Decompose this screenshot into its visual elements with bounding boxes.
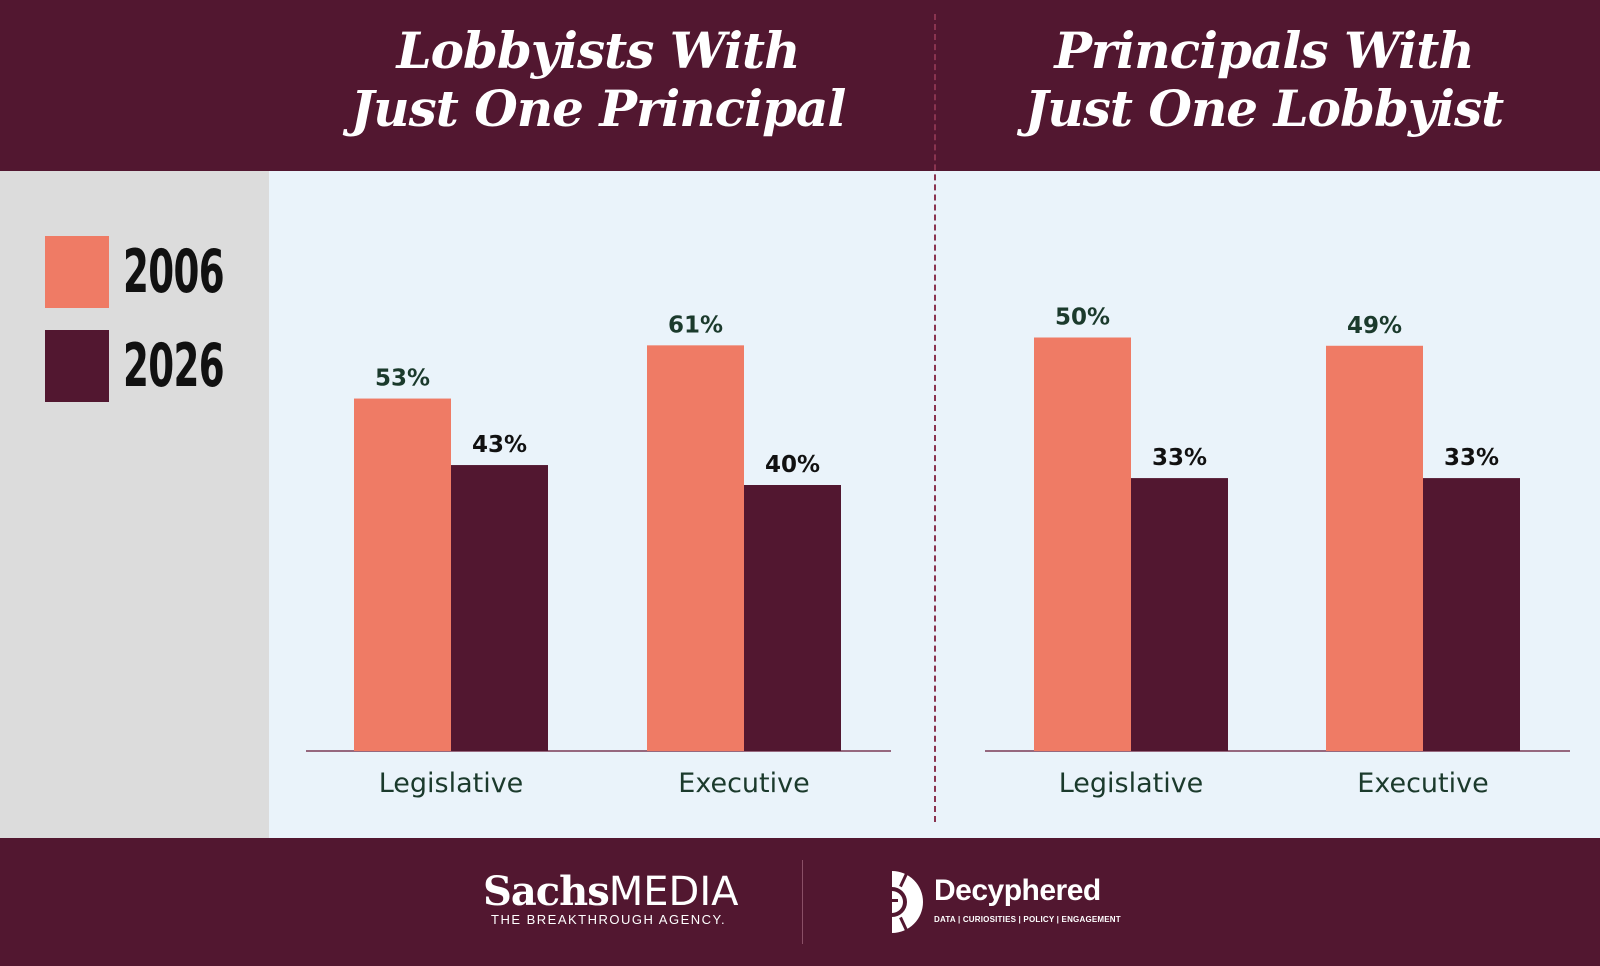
- legend-swatch-2026: [45, 330, 109, 402]
- panel-divider: [934, 14, 936, 822]
- chart-title-line: Just One Principal: [350, 79, 847, 138]
- legend: 2006 2026: [0, 171, 269, 838]
- data-label: 43%: [472, 432, 527, 458]
- data-label: 61%: [668, 312, 723, 338]
- data-label: 53%: [375, 366, 430, 392]
- chart-title-line: Just One Lobbyist: [1024, 79, 1505, 138]
- data-label: 33%: [1444, 445, 1499, 471]
- bar-2006-executive: [647, 345, 744, 751]
- bar-2026-legislative: [1131, 478, 1228, 751]
- decyphered-tagline: DATA | CURIOSITIES | POLICY | ENGAGEMENT: [934, 915, 1121, 924]
- legend-label: 2006: [123, 237, 225, 307]
- data-label: 49%: [1347, 313, 1402, 339]
- bar-2006-legislative: [354, 398, 451, 751]
- bar-2026-executive: [744, 485, 841, 751]
- legend-swatch-2006: [45, 236, 109, 308]
- bar-2026-executive: [1423, 478, 1520, 751]
- data-label: 40%: [765, 452, 820, 478]
- bar-2006-legislative: [1034, 337, 1131, 751]
- header-banner: Lobbyists With Just One Principal Princi…: [0, 0, 1600, 171]
- decyphered-logo-icon: [888, 871, 923, 933]
- sachs-media-wordmark: SachsMEDIA: [483, 868, 739, 915]
- category-label: Legislative: [379, 768, 524, 799]
- bar-2006-executive: [1326, 345, 1423, 751]
- chart-title-line: Principals With: [1054, 21, 1474, 80]
- sachs-name-bold: Sachs: [483, 868, 610, 915]
- data-label: 33%: [1152, 445, 1207, 471]
- decyphered-wordmark: Decyphered: [934, 874, 1101, 907]
- bar-2026-legislative: [451, 465, 548, 751]
- category-label: Executive: [678, 768, 809, 799]
- category-label: Legislative: [1059, 768, 1204, 799]
- footer-divider: [802, 860, 803, 944]
- footer: SachsMEDIA THE BREAKTHROUGH AGENCY. Decy…: [0, 838, 1600, 966]
- chart-title-principals: Principals With Just One Lobbyist: [964, 22, 1564, 138]
- data-label: 50%: [1055, 305, 1110, 331]
- legend-label: 2026: [123, 331, 225, 401]
- sachs-tagline: THE BREAKTHROUGH AGENCY.: [491, 912, 727, 927]
- sachs-name-light: MEDIA: [608, 869, 739, 915]
- sachs-media-logo: SachsMEDIA THE BREAKTHROUGH AGENCY.: [483, 868, 739, 928]
- chart-title-lobbyists: Lobbyists With Just One Principal: [298, 22, 898, 138]
- category-label: Executive: [1357, 768, 1488, 799]
- chart-title-line: Lobbyists With: [396, 21, 801, 80]
